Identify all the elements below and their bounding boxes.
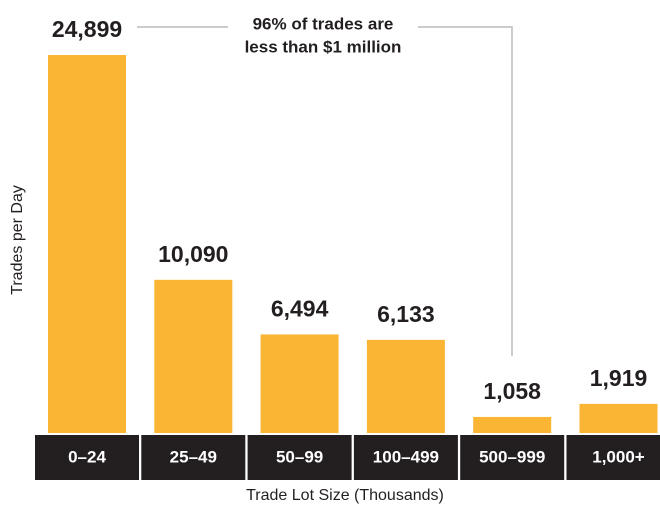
bar [154,279,233,433]
x-tick-label: 1,000+ [592,447,645,466]
annotation: less than $1 million [245,37,402,56]
x-axis-label: Trade Lot Size (Thousands) [246,487,444,504]
value-label: 6,494 [271,295,329,321]
x-tick-label: 0–24 [68,447,106,466]
category-box [35,435,139,480]
x-tick-label: 50–99 [276,447,323,466]
value-label: 10,090 [158,241,228,267]
value-label: 6,133 [377,301,435,327]
bar [260,334,339,433]
value-label: 24,899 [52,16,122,42]
y-axis-label: Trades per Day [9,185,26,295]
bar [48,55,126,433]
x-tick-label: 500–999 [479,447,545,466]
bar [473,416,552,433]
category-box [566,435,660,480]
category-box [460,435,565,480]
annotation-bracket [137,26,513,356]
value-label: 1,919 [590,365,648,391]
bar [579,403,658,433]
category-box [353,435,458,480]
category-box [141,435,246,480]
annotation: 96% of trades are [253,14,394,33]
category-box [247,435,352,480]
bar [366,339,445,433]
x-tick-label: 25–49 [170,447,217,466]
value-label: 1,058 [483,378,541,404]
x-tick-label: 100–499 [373,447,439,466]
